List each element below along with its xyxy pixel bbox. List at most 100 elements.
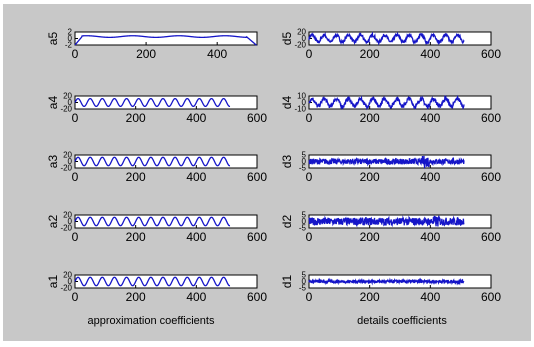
x-tick-label: 600 bbox=[481, 111, 501, 125]
y-tick-label: -5 bbox=[299, 224, 307, 233]
y-tick-label: 0 bbox=[68, 217, 73, 226]
series-line-a4 bbox=[74, 97, 231, 108]
x-tick-label: 200 bbox=[126, 230, 146, 244]
y-axis-label: a1 bbox=[46, 275, 60, 289]
y-axis-label: a2 bbox=[46, 215, 60, 229]
y-tick-label: 20 bbox=[63, 211, 72, 220]
x-tick-label: 200 bbox=[126, 170, 146, 184]
y-axis-label: a3 bbox=[46, 155, 60, 169]
x-tick-label: 0 bbox=[72, 230, 79, 244]
wavelet-subplots: approximation coefficients details coeff… bbox=[46, 28, 501, 328]
x-tick-label: 400 bbox=[186, 290, 206, 304]
y-tick-label: 20 bbox=[63, 271, 72, 280]
y-tick-label: 0 bbox=[68, 34, 73, 43]
series-line-d3 bbox=[308, 155, 465, 170]
y-axis-label: d2 bbox=[280, 215, 294, 229]
y-tick-label: 0 bbox=[68, 157, 73, 166]
y-tick-label: 20 bbox=[63, 151, 72, 160]
x-tick-label: 600 bbox=[481, 47, 501, 61]
x-tick-label: 600 bbox=[247, 230, 267, 244]
y-tick-label: 0 bbox=[302, 98, 307, 107]
x-tick-label: 600 bbox=[481, 290, 501, 304]
y-tick-label: 0 bbox=[68, 98, 73, 107]
x-tick-label: 400 bbox=[186, 230, 206, 244]
y-tick-label: 0 bbox=[302, 34, 307, 43]
y-tick-label: 2 bbox=[68, 28, 73, 37]
series-line-d1 bbox=[308, 277, 465, 286]
y-tick-label: -2 bbox=[65, 41, 73, 50]
right-column-label: details coefficients bbox=[357, 315, 447, 327]
y-tick-label: 0 bbox=[302, 277, 307, 286]
y-tick-label: -10 bbox=[294, 105, 306, 114]
x-tick-label: 0 bbox=[306, 170, 313, 184]
x-tick-label: 400 bbox=[420, 47, 440, 61]
x-tick-label: 600 bbox=[481, 170, 501, 184]
figure-background: approximation coefficients details coeff… bbox=[3, 4, 531, 341]
x-tick-label: 200 bbox=[360, 290, 380, 304]
x-tick-label: 0 bbox=[306, 290, 313, 304]
y-axis-label: a4 bbox=[46, 96, 60, 110]
y-axis-label: d1 bbox=[280, 275, 294, 289]
series-line-a3 bbox=[74, 156, 231, 167]
series-line-a5 bbox=[74, 35, 257, 46]
series-line-d5 bbox=[308, 31, 465, 46]
left-column-label: approximation coefficients bbox=[88, 315, 215, 327]
y-tick-label: -5 bbox=[299, 284, 307, 293]
x-tick-label: 400 bbox=[186, 170, 206, 184]
y-tick-label: 0 bbox=[68, 277, 73, 286]
y-tick-label: 5 bbox=[302, 151, 307, 160]
y-tick-label: -20 bbox=[294, 41, 306, 50]
y-tick-label: -20 bbox=[60, 284, 72, 293]
x-tick-label: 0 bbox=[72, 111, 79, 125]
series-line-d4 bbox=[308, 94, 465, 111]
y-tick-label: 5 bbox=[302, 211, 307, 220]
x-tick-label: 600 bbox=[247, 170, 267, 184]
y-tick-label: 0 bbox=[302, 157, 307, 166]
y-axis-label: d3 bbox=[280, 155, 294, 169]
x-tick-label: 600 bbox=[481, 230, 501, 244]
y-tick-label: 20 bbox=[63, 92, 72, 101]
x-tick-label: 200 bbox=[360, 170, 380, 184]
x-tick-label: 200 bbox=[126, 290, 146, 304]
x-tick-label: 200 bbox=[126, 111, 146, 125]
x-tick-label: 200 bbox=[360, 111, 380, 125]
x-tick-label: 600 bbox=[247, 111, 267, 125]
x-tick-label: 400 bbox=[420, 230, 440, 244]
y-axis-label: d4 bbox=[280, 96, 294, 110]
series-line-a2 bbox=[74, 216, 231, 227]
x-tick-label: 400 bbox=[420, 111, 440, 125]
x-tick-label: 600 bbox=[247, 290, 267, 304]
x-tick-label: 0 bbox=[306, 111, 313, 125]
y-tick-label: -20 bbox=[60, 164, 72, 173]
x-tick-label: 200 bbox=[360, 47, 380, 61]
y-tick-label: -5 bbox=[299, 164, 307, 173]
x-tick-label: 400 bbox=[186, 111, 206, 125]
y-tick-label: 10 bbox=[297, 92, 306, 101]
x-tick-label: 0 bbox=[306, 230, 313, 244]
x-tick-label: 0 bbox=[72, 47, 79, 61]
x-tick-label: 200 bbox=[136, 47, 156, 61]
axes-frame bbox=[74, 31, 258, 46]
x-tick-label: 400 bbox=[420, 290, 440, 304]
x-tick-label: 0 bbox=[72, 170, 79, 184]
y-tick-label: -20 bbox=[60, 105, 72, 114]
x-tick-label: 0 bbox=[306, 47, 313, 61]
x-tick-label: 400 bbox=[207, 47, 227, 61]
series-line-a1 bbox=[74, 276, 231, 287]
y-tick-label: 0 bbox=[302, 217, 307, 226]
x-tick-label: 200 bbox=[360, 230, 380, 244]
y-axis-label: a5 bbox=[46, 32, 60, 46]
y-tick-label: -20 bbox=[60, 224, 72, 233]
y-tick-label: 5 bbox=[302, 271, 307, 280]
y-axis-label: d5 bbox=[280, 32, 294, 46]
series-line-d2 bbox=[308, 215, 465, 228]
